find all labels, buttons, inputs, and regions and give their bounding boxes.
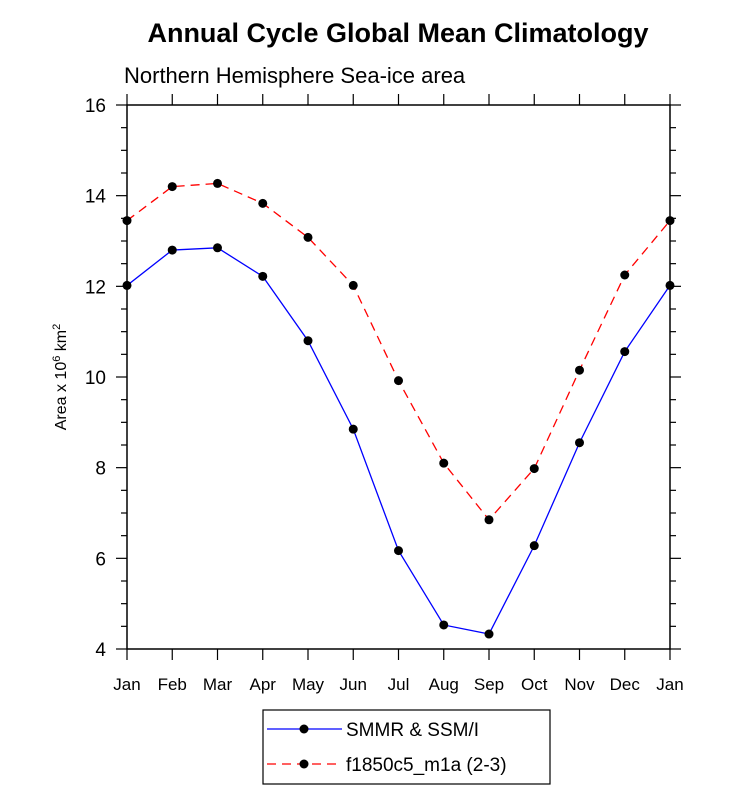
x-tick-label: Aug bbox=[429, 675, 459, 694]
x-tick-label: Jun bbox=[340, 675, 367, 694]
y-tick-label: 10 bbox=[85, 368, 106, 389]
x-tick-labels: Jan Feb Mar Apr May Jun Jul Aug Sep Oct Nov Dec Jan bbox=[113, 675, 683, 694]
data-point-series-0 bbox=[167, 245, 177, 255]
x-tick-label: Mar bbox=[203, 675, 233, 694]
data-point-series-0 bbox=[439, 620, 449, 630]
x-tick-label: May bbox=[292, 675, 325, 694]
data-point-series-1 bbox=[394, 376, 403, 386]
data-point-series-1 bbox=[303, 232, 313, 242]
x-tick-label: Nov bbox=[564, 675, 595, 694]
x-tick-label: Sep bbox=[474, 675, 504, 694]
data-point-series-1 bbox=[213, 178, 222, 188]
chart-subtitle: Northern Hemisphere Sea-ice area bbox=[124, 63, 466, 88]
legend: SMMR & SSM/I f1850c5_m1a (2-3) bbox=[262, 709, 551, 785]
y-tick-label: 14 bbox=[85, 187, 107, 208]
data-point-series-0 bbox=[575, 438, 584, 448]
legend-box bbox=[262, 709, 551, 785]
x-tick-label: Jul bbox=[388, 675, 410, 694]
legend-marker-smmr bbox=[299, 724, 309, 734]
series-line-0 bbox=[126, 247, 671, 635]
x-tick-label: Dec bbox=[610, 675, 641, 694]
legend-label-model: f1850c5_m1a (2-3) bbox=[346, 755, 507, 776]
x-tick-label: Feb bbox=[158, 675, 187, 694]
data-point-series-1 bbox=[620, 270, 630, 280]
x-tick-label: Jan bbox=[113, 675, 140, 694]
data-point-series-1 bbox=[484, 515, 494, 525]
series-line-1 bbox=[126, 182, 671, 521]
y-tick-label: 4 bbox=[95, 640, 106, 661]
data-point-series-0 bbox=[484, 629, 494, 639]
data-point-series-1 bbox=[439, 458, 449, 468]
data-point-series-0 bbox=[665, 280, 675, 290]
data-point-series-0 bbox=[122, 280, 132, 290]
y-tick-label: 8 bbox=[95, 459, 106, 480]
data-point-series-1 bbox=[122, 216, 132, 226]
y-tick-label: 12 bbox=[85, 277, 106, 298]
data-point-series-1 bbox=[529, 464, 539, 474]
data-point-series-1 bbox=[665, 216, 675, 226]
data-point-series-1 bbox=[348, 280, 358, 290]
y-tick-labels: 4 6 8 10 12 14 16 bbox=[85, 96, 107, 661]
data-point-series-0 bbox=[303, 336, 313, 346]
y-axis-label: Area x 106 km2 bbox=[51, 324, 70, 431]
x-tick-label: Oct bbox=[521, 675, 548, 694]
chart-title: Annual Cycle Global Mean Climatology bbox=[147, 18, 648, 48]
x-tick-label: Apr bbox=[250, 675, 277, 694]
x-tick-label: Jan bbox=[656, 675, 683, 694]
y-tick-label: 16 bbox=[85, 96, 106, 117]
axis-ticks bbox=[116, 94, 681, 660]
data-point-series-0 bbox=[348, 424, 358, 434]
data-point-series-1 bbox=[575, 365, 584, 375]
data-point-series-0 bbox=[529, 541, 539, 551]
legend-marker-model bbox=[299, 759, 309, 769]
data-point-series-1 bbox=[258, 198, 268, 208]
data-point-series-0 bbox=[620, 347, 630, 357]
data-point-series-0 bbox=[394, 546, 403, 556]
data-point-series-0 bbox=[258, 271, 268, 281]
data-point-series-1 bbox=[167, 182, 177, 192]
series-layer bbox=[122, 178, 675, 639]
data-point-series-0 bbox=[213, 243, 222, 253]
y-tick-label: 6 bbox=[95, 549, 106, 570]
legend-label-smmr: SMMR & SSM/I bbox=[346, 720, 479, 741]
